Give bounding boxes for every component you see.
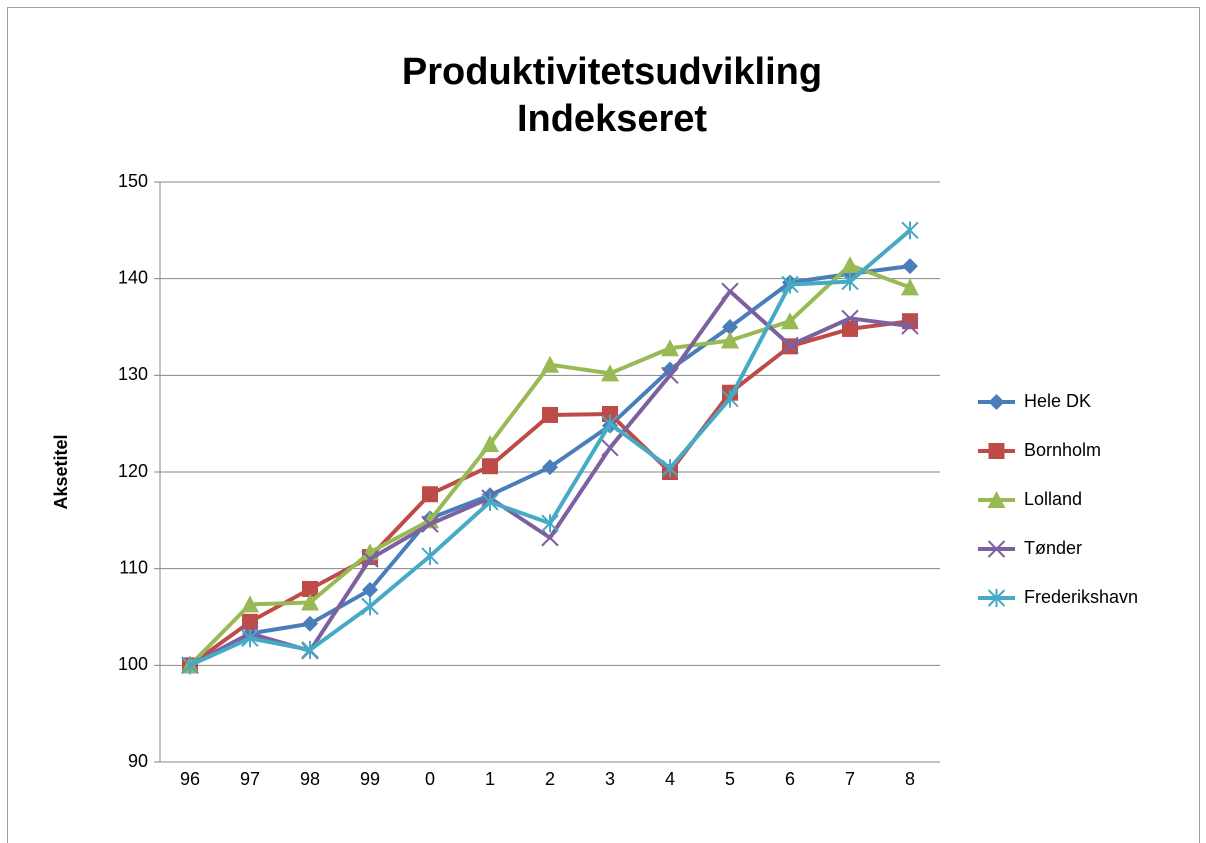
legend-item: Tønder bbox=[978, 538, 1082, 558]
marker bbox=[302, 580, 318, 597]
legend-item: Bornholm bbox=[978, 440, 1101, 460]
marker bbox=[481, 434, 499, 452]
marker bbox=[662, 361, 678, 378]
x-tick-label: 6 bbox=[785, 769, 795, 789]
marker bbox=[542, 459, 558, 476]
marker bbox=[302, 615, 318, 632]
marker bbox=[601, 439, 619, 457]
marker bbox=[602, 406, 618, 422]
x-tick-label: 8 bbox=[905, 769, 915, 789]
y-axis-title: Aksetitel bbox=[51, 434, 71, 509]
y-tick-label: 90 bbox=[128, 751, 148, 771]
marker bbox=[901, 221, 919, 240]
x-tick-label: 1 bbox=[485, 769, 495, 789]
marker bbox=[721, 389, 739, 408]
marker bbox=[301, 593, 319, 611]
marker bbox=[902, 258, 918, 275]
legend-item: Lolland bbox=[978, 489, 1082, 509]
marker bbox=[781, 275, 799, 294]
marker bbox=[661, 366, 679, 385]
x-tick-label: 2 bbox=[545, 769, 555, 789]
legend-label: Frederikshavn bbox=[1024, 587, 1138, 607]
marker bbox=[601, 414, 619, 433]
marker bbox=[301, 640, 319, 659]
marker bbox=[987, 589, 1006, 607]
marker bbox=[241, 595, 259, 613]
marker bbox=[781, 312, 799, 330]
marker bbox=[661, 339, 679, 357]
x-tick-label: 99 bbox=[360, 769, 380, 789]
marker bbox=[988, 394, 1005, 410]
marker bbox=[541, 514, 559, 533]
x-tick-label: 4 bbox=[665, 769, 675, 789]
marker bbox=[841, 256, 859, 274]
marker bbox=[901, 317, 919, 335]
chart-title: Produktivitetsudvikling bbox=[402, 51, 822, 93]
marker bbox=[242, 613, 258, 630]
y-tick-label: 140 bbox=[118, 267, 148, 287]
x-tick-label: 0 bbox=[425, 769, 435, 789]
marker bbox=[901, 278, 919, 296]
y-tick-label: 110 bbox=[119, 557, 148, 577]
legend-label: Bornholm bbox=[1024, 440, 1101, 460]
x-tick-label: 7 bbox=[845, 769, 855, 789]
legend-item: Frederikshavn bbox=[978, 587, 1138, 607]
marker bbox=[362, 581, 378, 598]
x-tick-label: 98 bbox=[300, 769, 320, 789]
marker bbox=[541, 355, 559, 373]
marker bbox=[987, 491, 1006, 508]
marker bbox=[841, 272, 859, 291]
x-tick-label: 5 bbox=[725, 769, 735, 789]
marker bbox=[781, 336, 799, 355]
legend-label: Hele DK bbox=[1024, 391, 1091, 411]
marker bbox=[482, 458, 498, 475]
y-tick-label: 130 bbox=[118, 364, 148, 384]
x-tick-label: 96 bbox=[180, 769, 200, 789]
y-tick-label: 150 bbox=[118, 171, 148, 191]
legend-item: Hele DK bbox=[978, 391, 1091, 411]
y-tick-label: 100 bbox=[118, 654, 148, 674]
marker bbox=[721, 282, 739, 300]
marker bbox=[422, 486, 438, 503]
x-tick-label: 97 bbox=[240, 769, 260, 789]
marker bbox=[361, 550, 379, 568]
marker bbox=[361, 597, 379, 616]
marker bbox=[841, 309, 859, 328]
y-tick-label: 120 bbox=[118, 461, 148, 481]
legend-label: Lolland bbox=[1024, 489, 1082, 509]
marker bbox=[421, 547, 439, 566]
marker bbox=[721, 331, 739, 349]
marker bbox=[421, 515, 439, 533]
marker bbox=[987, 540, 1006, 558]
marker bbox=[988, 443, 1005, 459]
marker bbox=[542, 406, 558, 423]
marker bbox=[181, 656, 199, 675]
chart-title: Indekseret bbox=[517, 98, 707, 140]
marker bbox=[541, 529, 559, 547]
marker bbox=[842, 320, 858, 337]
marker bbox=[241, 629, 259, 648]
marker bbox=[481, 492, 499, 511]
marker bbox=[722, 319, 738, 335]
legend-label: Tønder bbox=[1024, 538, 1082, 558]
marker bbox=[661, 459, 679, 478]
marker bbox=[601, 364, 619, 382]
x-tick-label: 3 bbox=[605, 769, 615, 789]
